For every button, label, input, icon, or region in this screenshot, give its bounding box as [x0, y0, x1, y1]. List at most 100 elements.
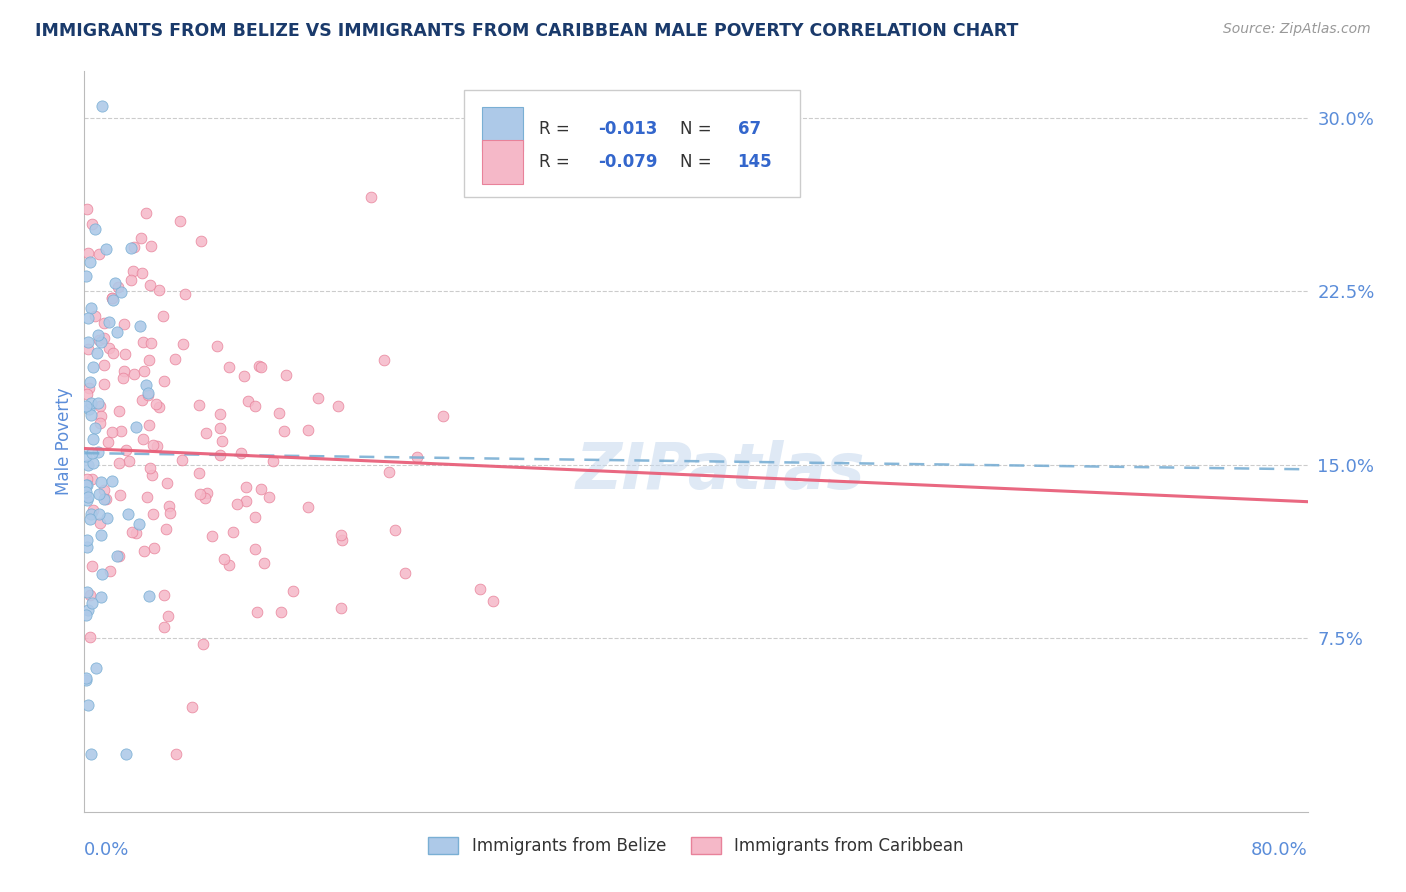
- Point: [80, 596, 103, 610]
- Point: [138, 352, 160, 367]
- Point: [152, 588, 174, 602]
- Point: [229, 446, 252, 460]
- Point: [76, 533, 98, 547]
- Point: [131, 266, 153, 280]
- Point: [82, 432, 104, 446]
- Text: Source: ZipAtlas.com: Source: ZipAtlas.com: [1223, 22, 1371, 37]
- Point: [76, 477, 98, 491]
- Point: [148, 400, 170, 414]
- Point: [139, 277, 162, 292]
- Point: [76, 541, 98, 555]
- Point: [112, 364, 135, 378]
- Point: [122, 367, 145, 381]
- Point: [122, 264, 145, 278]
- Point: [90, 334, 112, 349]
- Point: [100, 475, 122, 489]
- Point: [77, 458, 100, 472]
- Point: [107, 403, 129, 417]
- Point: [75, 671, 97, 685]
- Point: [243, 541, 266, 556]
- Point: [79, 631, 101, 645]
- Point: [145, 397, 167, 411]
- Point: [235, 494, 257, 508]
- Point: [82, 558, 104, 573]
- Point: [110, 285, 132, 300]
- Point: [112, 318, 135, 332]
- Point: [125, 526, 148, 541]
- Point: [269, 406, 291, 420]
- Point: [330, 601, 353, 615]
- Point: [101, 425, 124, 440]
- Point: [96, 510, 118, 524]
- Point: [90, 475, 112, 489]
- Point: [156, 475, 179, 490]
- Point: [82, 359, 104, 374]
- Point: [276, 368, 298, 383]
- Point: [89, 416, 111, 430]
- Point: [114, 347, 136, 361]
- Point: [138, 385, 160, 400]
- Point: [76, 202, 98, 216]
- Point: [212, 552, 235, 566]
- Point: [97, 314, 120, 328]
- Point: [155, 522, 177, 536]
- Text: 67: 67: [738, 120, 761, 137]
- Point: [83, 222, 105, 236]
- Point: [190, 234, 212, 248]
- Point: [79, 255, 101, 269]
- Point: [406, 450, 429, 464]
- Point: [97, 341, 120, 355]
- Point: [172, 337, 194, 351]
- Point: [330, 528, 353, 542]
- Point: [98, 564, 121, 578]
- Point: [211, 434, 233, 448]
- Point: [82, 456, 104, 470]
- Point: [82, 503, 104, 517]
- Point: [360, 189, 382, 203]
- Point: [205, 339, 228, 353]
- Text: 80.0%: 80.0%: [1251, 841, 1308, 859]
- Point: [120, 272, 142, 286]
- Point: [79, 396, 101, 410]
- Point: [246, 605, 269, 619]
- Point: [191, 637, 214, 651]
- Point: [128, 516, 150, 531]
- Point: [468, 582, 491, 596]
- FancyBboxPatch shape: [464, 90, 800, 197]
- Point: [89, 516, 111, 530]
- Point: [94, 492, 117, 507]
- Point: [79, 512, 101, 526]
- Point: [77, 381, 100, 395]
- Point: [236, 394, 259, 409]
- Point: [108, 549, 131, 564]
- Point: [118, 454, 141, 468]
- Point: [188, 487, 211, 501]
- Point: [218, 558, 240, 572]
- Point: [226, 497, 249, 511]
- Point: [142, 438, 165, 452]
- Point: [75, 673, 97, 687]
- Point: [101, 346, 124, 360]
- Text: R =: R =: [540, 120, 575, 137]
- Point: [243, 510, 266, 524]
- Point: [86, 445, 108, 459]
- Text: N =: N =: [681, 153, 717, 171]
- Point: [138, 589, 160, 603]
- Point: [297, 423, 319, 437]
- Point: [80, 747, 103, 761]
- Point: [93, 331, 115, 345]
- Point: [208, 421, 231, 435]
- Point: [247, 359, 270, 373]
- Y-axis label: Male Poverty: Male Poverty: [55, 388, 73, 495]
- Point: [75, 484, 97, 499]
- Point: [117, 507, 139, 521]
- Point: [76, 472, 98, 486]
- Point: [330, 533, 353, 548]
- Point: [250, 360, 273, 375]
- Point: [156, 609, 179, 624]
- Point: [104, 276, 127, 290]
- Point: [139, 238, 162, 252]
- Point: [122, 240, 145, 254]
- Point: [93, 483, 115, 497]
- Point: [132, 364, 155, 378]
